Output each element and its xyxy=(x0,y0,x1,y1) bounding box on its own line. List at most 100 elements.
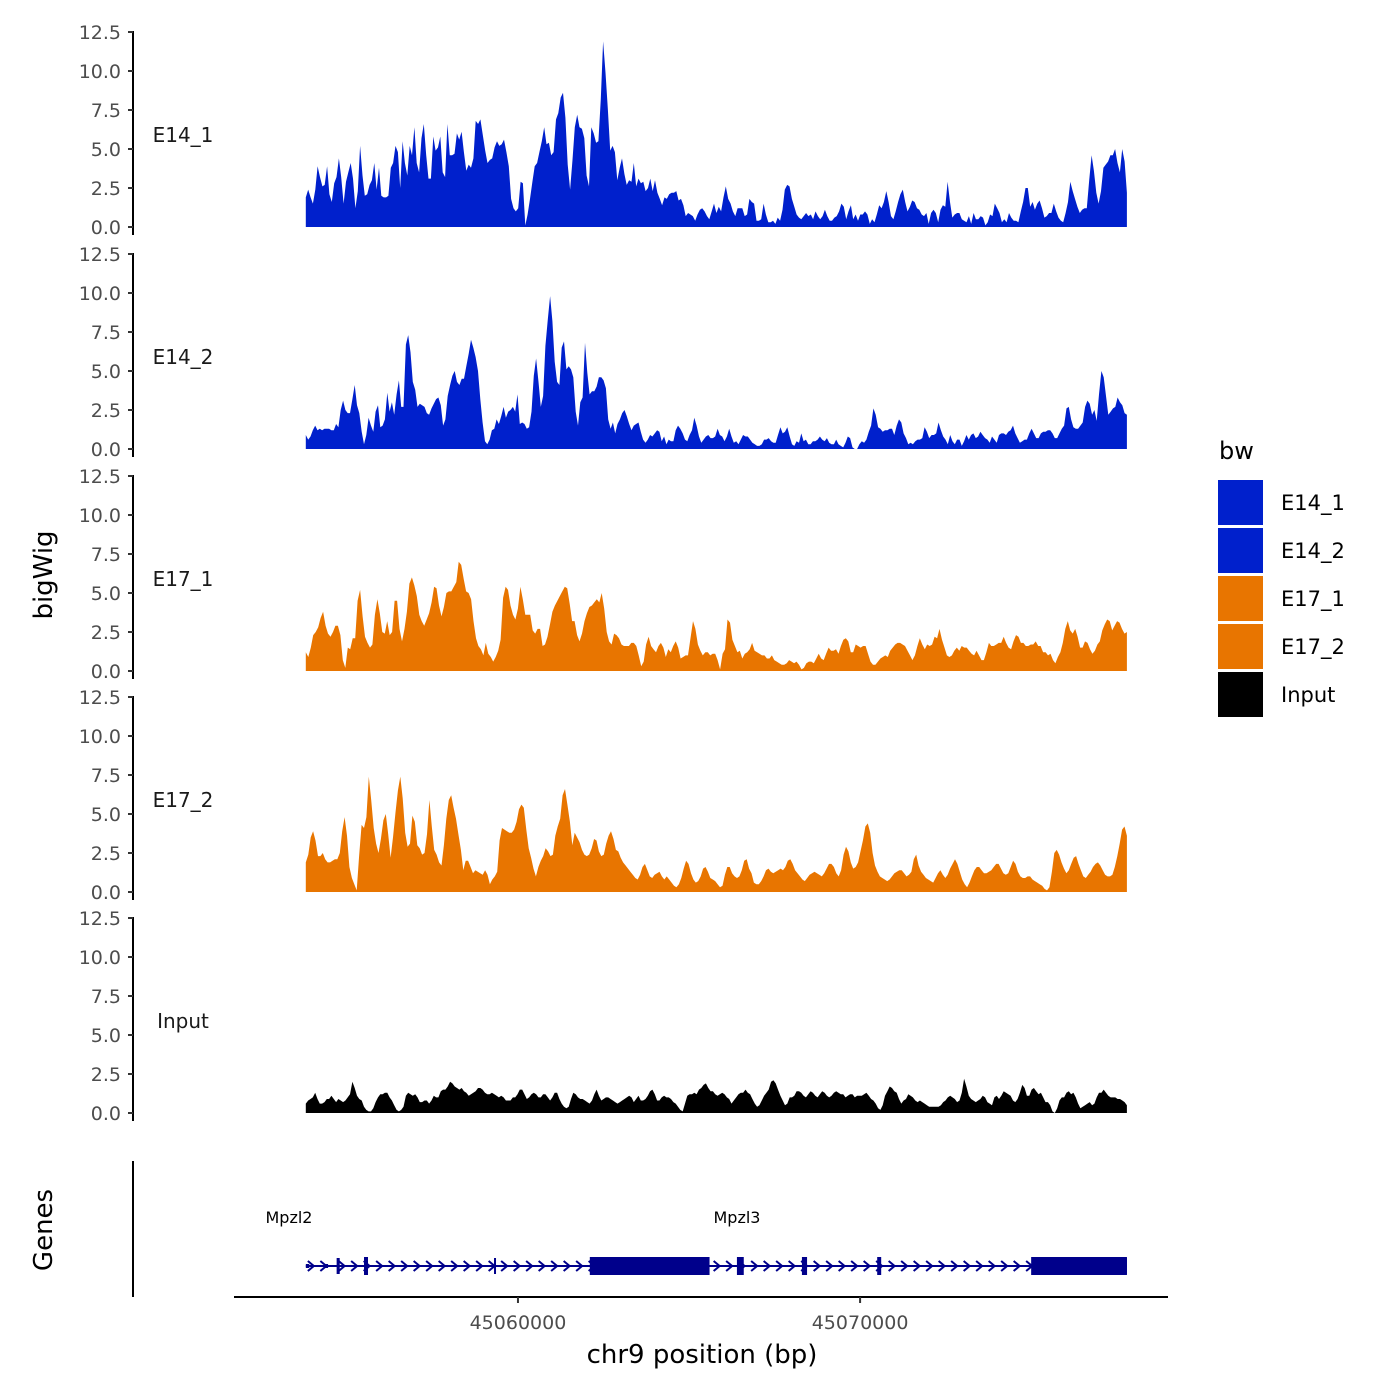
strand-chevron xyxy=(825,1260,834,1272)
strand-chevron xyxy=(950,1260,959,1272)
strand-chevron xyxy=(562,1260,572,1272)
strand-chevron xyxy=(862,1260,872,1272)
gene-name-label: Mpzl3 xyxy=(714,1208,761,1227)
signal-area-E14_1 xyxy=(305,41,1127,228)
gene-cds-exon xyxy=(1031,1257,1127,1275)
strand-chevron xyxy=(987,1260,997,1272)
strand-chevron xyxy=(500,1260,509,1272)
x-tick-label: 45070000 xyxy=(812,1312,909,1334)
y-tick-label: 12.5 xyxy=(79,244,121,266)
y-axis-title: bigWig xyxy=(29,530,59,619)
track-panel-E17_1: 0.0 2.5 5.0 7.5 10.0 12.5 E17_1 xyxy=(79,466,1127,683)
strand-chevron xyxy=(850,1260,859,1272)
y-tick-label: 5.0 xyxy=(91,361,121,383)
strand-chevron xyxy=(887,1260,897,1272)
legend-label: E14_2 xyxy=(1281,539,1345,564)
y-tick-label: 5.0 xyxy=(91,804,121,826)
track-panel-E14_1: 0.0 2.5 5.0 7.5 10.0 12.5 E14_1 xyxy=(79,22,1127,239)
strand-chevron xyxy=(425,1260,434,1272)
strand-chevron xyxy=(462,1260,472,1272)
strand-chevron xyxy=(975,1260,984,1272)
x-tick-label: 45060000 xyxy=(470,1312,567,1334)
strand-chevron xyxy=(375,1260,384,1272)
legend-item-E14_2: E14_2 xyxy=(1218,528,1345,573)
y-tick-label: 2.5 xyxy=(91,1064,121,1086)
y-tick-label: 0.0 xyxy=(91,217,121,239)
y-tick-label: 7.5 xyxy=(91,100,121,122)
y-tick-label: 7.5 xyxy=(91,544,121,566)
legend-label: Input xyxy=(1281,683,1335,707)
track-label: E17_2 xyxy=(153,788,214,812)
tracks-layer: 0.0 2.5 5.0 7.5 10.0 12.5 E14_1 0.0 2.5 5.0 7.5 10.… xyxy=(79,22,1127,1125)
y-tick-label: 10.0 xyxy=(79,283,121,305)
gene-utr-exon xyxy=(494,1258,497,1274)
genes-layer: Mpzl2 Mpzl3 xyxy=(132,1161,1127,1297)
strand-chevron xyxy=(775,1260,784,1272)
legend-item-E17_2: E17_2 xyxy=(1218,624,1345,669)
gene-cds-exon xyxy=(801,1257,808,1275)
y-tick-label: 0.0 xyxy=(91,882,121,904)
strand-chevron xyxy=(837,1260,847,1272)
strand-chevron xyxy=(712,1260,722,1272)
y-tick-label: 2.5 xyxy=(91,178,121,200)
y-tick-label: 5.0 xyxy=(91,1025,121,1047)
strand-chevron xyxy=(412,1260,422,1272)
y-tick-label: 12.5 xyxy=(79,22,121,44)
y-tick-label: 2.5 xyxy=(91,843,121,865)
strand-chevron xyxy=(812,1260,822,1272)
gene-Mpzl2 xyxy=(305,1260,341,1272)
strand-chevron xyxy=(475,1260,484,1272)
legend-item-E14_1: E14_1 xyxy=(1218,480,1345,525)
gene-cds-exon xyxy=(736,1257,744,1275)
strand-chevron xyxy=(400,1260,409,1272)
strand-chevron xyxy=(575,1260,584,1272)
strand-chevron xyxy=(787,1260,797,1272)
track-label: E14_1 xyxy=(153,123,214,147)
strand-chevron xyxy=(762,1260,772,1272)
track-panel-Input: 0.0 2.5 5.0 7.5 10.0 12.5 Input xyxy=(79,908,1127,1125)
strand-chevron xyxy=(912,1260,922,1272)
x-axis-title: chr9 position (bp) xyxy=(587,1340,818,1370)
legend-label: E17_2 xyxy=(1281,635,1345,660)
signal-area-E17_2 xyxy=(305,776,1127,892)
legend-swatch xyxy=(1218,624,1263,669)
y-tick-label: 7.5 xyxy=(91,322,121,344)
legend-label: E14_1 xyxy=(1281,491,1345,516)
track-label: Input xyxy=(157,1009,209,1033)
gene-utr-exon xyxy=(336,1258,340,1274)
strand-chevron xyxy=(537,1260,547,1272)
y-tick-label: 0.0 xyxy=(91,661,121,683)
strand-chevron xyxy=(437,1260,447,1272)
legend-item-Input: Input xyxy=(1218,672,1335,717)
legend-label: E17_1 xyxy=(1281,587,1345,612)
y-tick-label: 0.0 xyxy=(91,1103,121,1125)
gene-cds-exon xyxy=(877,1257,882,1275)
strand-chevron xyxy=(750,1260,759,1272)
legend-title: bw xyxy=(1219,437,1254,465)
gene-Mpzl3 xyxy=(336,1257,1127,1275)
y-tick-label: 5.0 xyxy=(91,583,121,605)
strand-chevron xyxy=(725,1260,734,1272)
strand-chevron xyxy=(450,1260,459,1272)
gene-cds-exon xyxy=(589,1257,710,1275)
legend-swatch xyxy=(1218,672,1263,717)
track-panel-E17_2: 0.0 2.5 5.0 7.5 10.0 12.5 E17_2 xyxy=(79,687,1127,904)
strand-chevron xyxy=(900,1260,909,1272)
strand-chevron xyxy=(1012,1260,1022,1272)
gene-exon xyxy=(305,1264,310,1268)
strand-chevron xyxy=(525,1260,534,1272)
y-tick-label: 2.5 xyxy=(91,400,121,422)
strand-chevron xyxy=(350,1260,359,1272)
track-label: E17_1 xyxy=(153,567,214,591)
genes-panel-label: Genes xyxy=(29,1189,59,1271)
track-label: E14_2 xyxy=(153,345,214,369)
gene-cds-exon xyxy=(364,1257,369,1275)
signal-area-Input xyxy=(305,1078,1127,1113)
y-tick-label: 7.5 xyxy=(91,986,121,1008)
y-tick-label: 10.0 xyxy=(79,947,121,969)
y-tick-label: 2.5 xyxy=(91,622,121,644)
legend: E14_1 E14_2 E17_1 E17_2 Input xyxy=(1218,480,1345,717)
y-tick-label: 0.0 xyxy=(91,439,121,461)
